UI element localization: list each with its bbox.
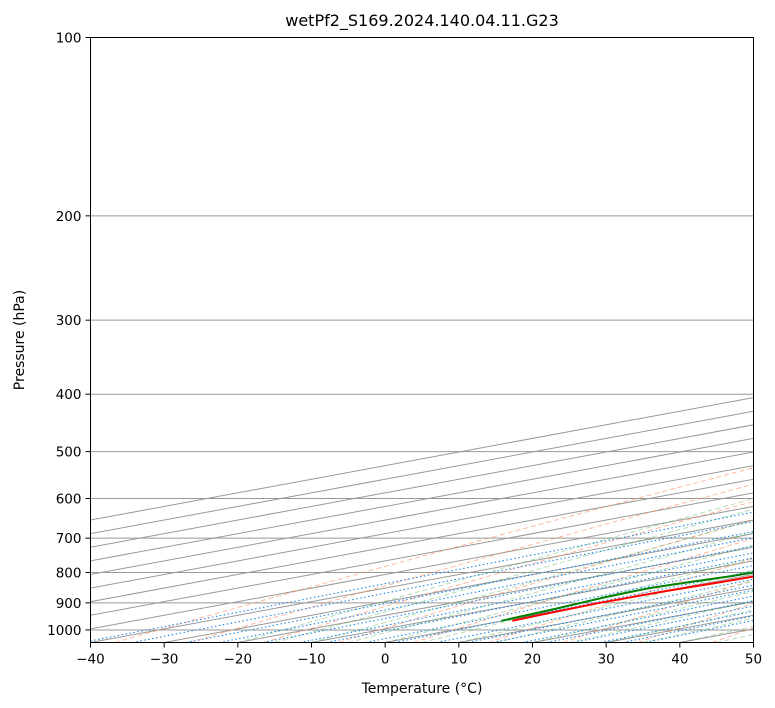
dry-adiabats	[114, 467, 754, 643]
dry-adiabat-line	[712, 627, 754, 643]
mixing-ratio-line	[467, 584, 754, 643]
sounding-series	[501, 571, 754, 622]
mixing-ratio-line	[132, 520, 754, 643]
mixing-ratio-line	[299, 552, 754, 643]
isotherm-line	[90, 505, 754, 630]
moist-adiabat-line	[606, 609, 754, 643]
isotherm-line	[90, 437, 754, 562]
isotherm-grid	[90, 397, 754, 643]
dry-adiabat-line	[562, 579, 754, 643]
isotherm-line	[753, 641, 754, 643]
chart-title: wetPf2_S169.2024.140.04.11.G23	[285, 11, 559, 31]
plot-area	[90, 37, 754, 643]
x-tick-label: −40	[76, 652, 105, 668]
moist-adiabat-line	[237, 498, 754, 643]
mixing-ratio-line	[365, 564, 754, 643]
mixing-ratio-line	[90, 511, 754, 642]
y-tick-label: 900	[56, 596, 82, 612]
mixing-ratio-line	[326, 557, 754, 643]
dry-adiabat-line	[114, 467, 754, 643]
isotherm-line	[90, 478, 754, 603]
y-tick-label: 800	[56, 566, 82, 582]
dry-adiabat-line	[189, 483, 754, 643]
isotherm-line	[311, 560, 754, 643]
isotherm-line	[90, 465, 754, 589]
moist-adiabat-line	[274, 508, 754, 643]
isotherm-line	[90, 492, 754, 616]
x-tick-label: −10	[297, 652, 326, 668]
y-axis-label: Pressure (hPa)	[12, 290, 28, 390]
moist-adiabat-line	[458, 569, 754, 643]
moist-adiabat-line	[716, 634, 754, 643]
x-tick-label: 30	[598, 652, 615, 668]
isotherm-line	[164, 533, 754, 643]
x-axis-ticks: −40 −30 −20 −10 0 10 20 30 40 50	[76, 642, 762, 668]
plot-frame	[90, 37, 754, 643]
isobar-grid	[90, 37, 754, 631]
moist-adiabat-line	[311, 519, 754, 643]
x-tick-label: −30	[150, 652, 179, 668]
x-tick-label: −20	[224, 652, 253, 668]
isotherm-line	[90, 451, 754, 575]
dry-adiabat-line	[487, 558, 754, 643]
mixing-ratio-line	[546, 600, 754, 643]
x-axis-label: Temperature (°C)	[361, 681, 483, 697]
moist-adiabat-line	[348, 531, 754, 643]
y-tick-label: 1000	[47, 623, 81, 639]
isotherm-line	[90, 410, 754, 535]
y-tick-label: 500	[56, 445, 82, 461]
x-tick-label: 50	[745, 652, 762, 668]
moist-adiabat-line	[495, 580, 754, 643]
dry-adiabat-line	[338, 518, 754, 643]
x-tick-label: 10	[450, 652, 467, 668]
x-tick-label: 0	[381, 652, 390, 668]
isotherm-line	[90, 424, 754, 548]
mixing-ratio-line	[263, 545, 754, 643]
y-tick-label: 400	[56, 387, 82, 403]
dry-adiabat-line	[263, 500, 754, 643]
y-tick-label: 300	[56, 313, 82, 329]
y-tick-label: 100	[56, 31, 82, 47]
y-tick-label: 700	[56, 531, 82, 547]
y-tick-label: 600	[56, 492, 82, 508]
x-tick-label: 40	[671, 652, 688, 668]
isotherm-line	[90, 397, 754, 521]
isotherm-line	[606, 614, 754, 643]
y-tick-label: 200	[56, 209, 82, 225]
isotherm-line	[90, 519, 754, 643]
x-tick-label: 20	[524, 652, 541, 668]
mixing-ratio-lines	[90, 511, 754, 643]
moist-adiabat-line	[532, 590, 754, 643]
dry-adiabat-line	[413, 538, 754, 643]
dewpoint-profile-line	[501, 571, 754, 622]
temperature-profile-line	[512, 575, 754, 622]
moist-adiabat-line	[642, 617, 754, 643]
y-axis-ticks: 100 200 300 400 500 600 700 800 900 1000	[47, 31, 91, 639]
